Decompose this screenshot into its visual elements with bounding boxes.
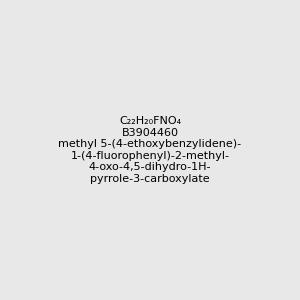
Text: C₂₂H₂₀FNO₄
B3904460
methyl 5-(4-ethoxybenzylidene)-
1-(4-fluorophenyl)-2-methyl-: C₂₂H₂₀FNO₄ B3904460 methyl 5-(4-ethoxybe… bbox=[58, 116, 242, 184]
